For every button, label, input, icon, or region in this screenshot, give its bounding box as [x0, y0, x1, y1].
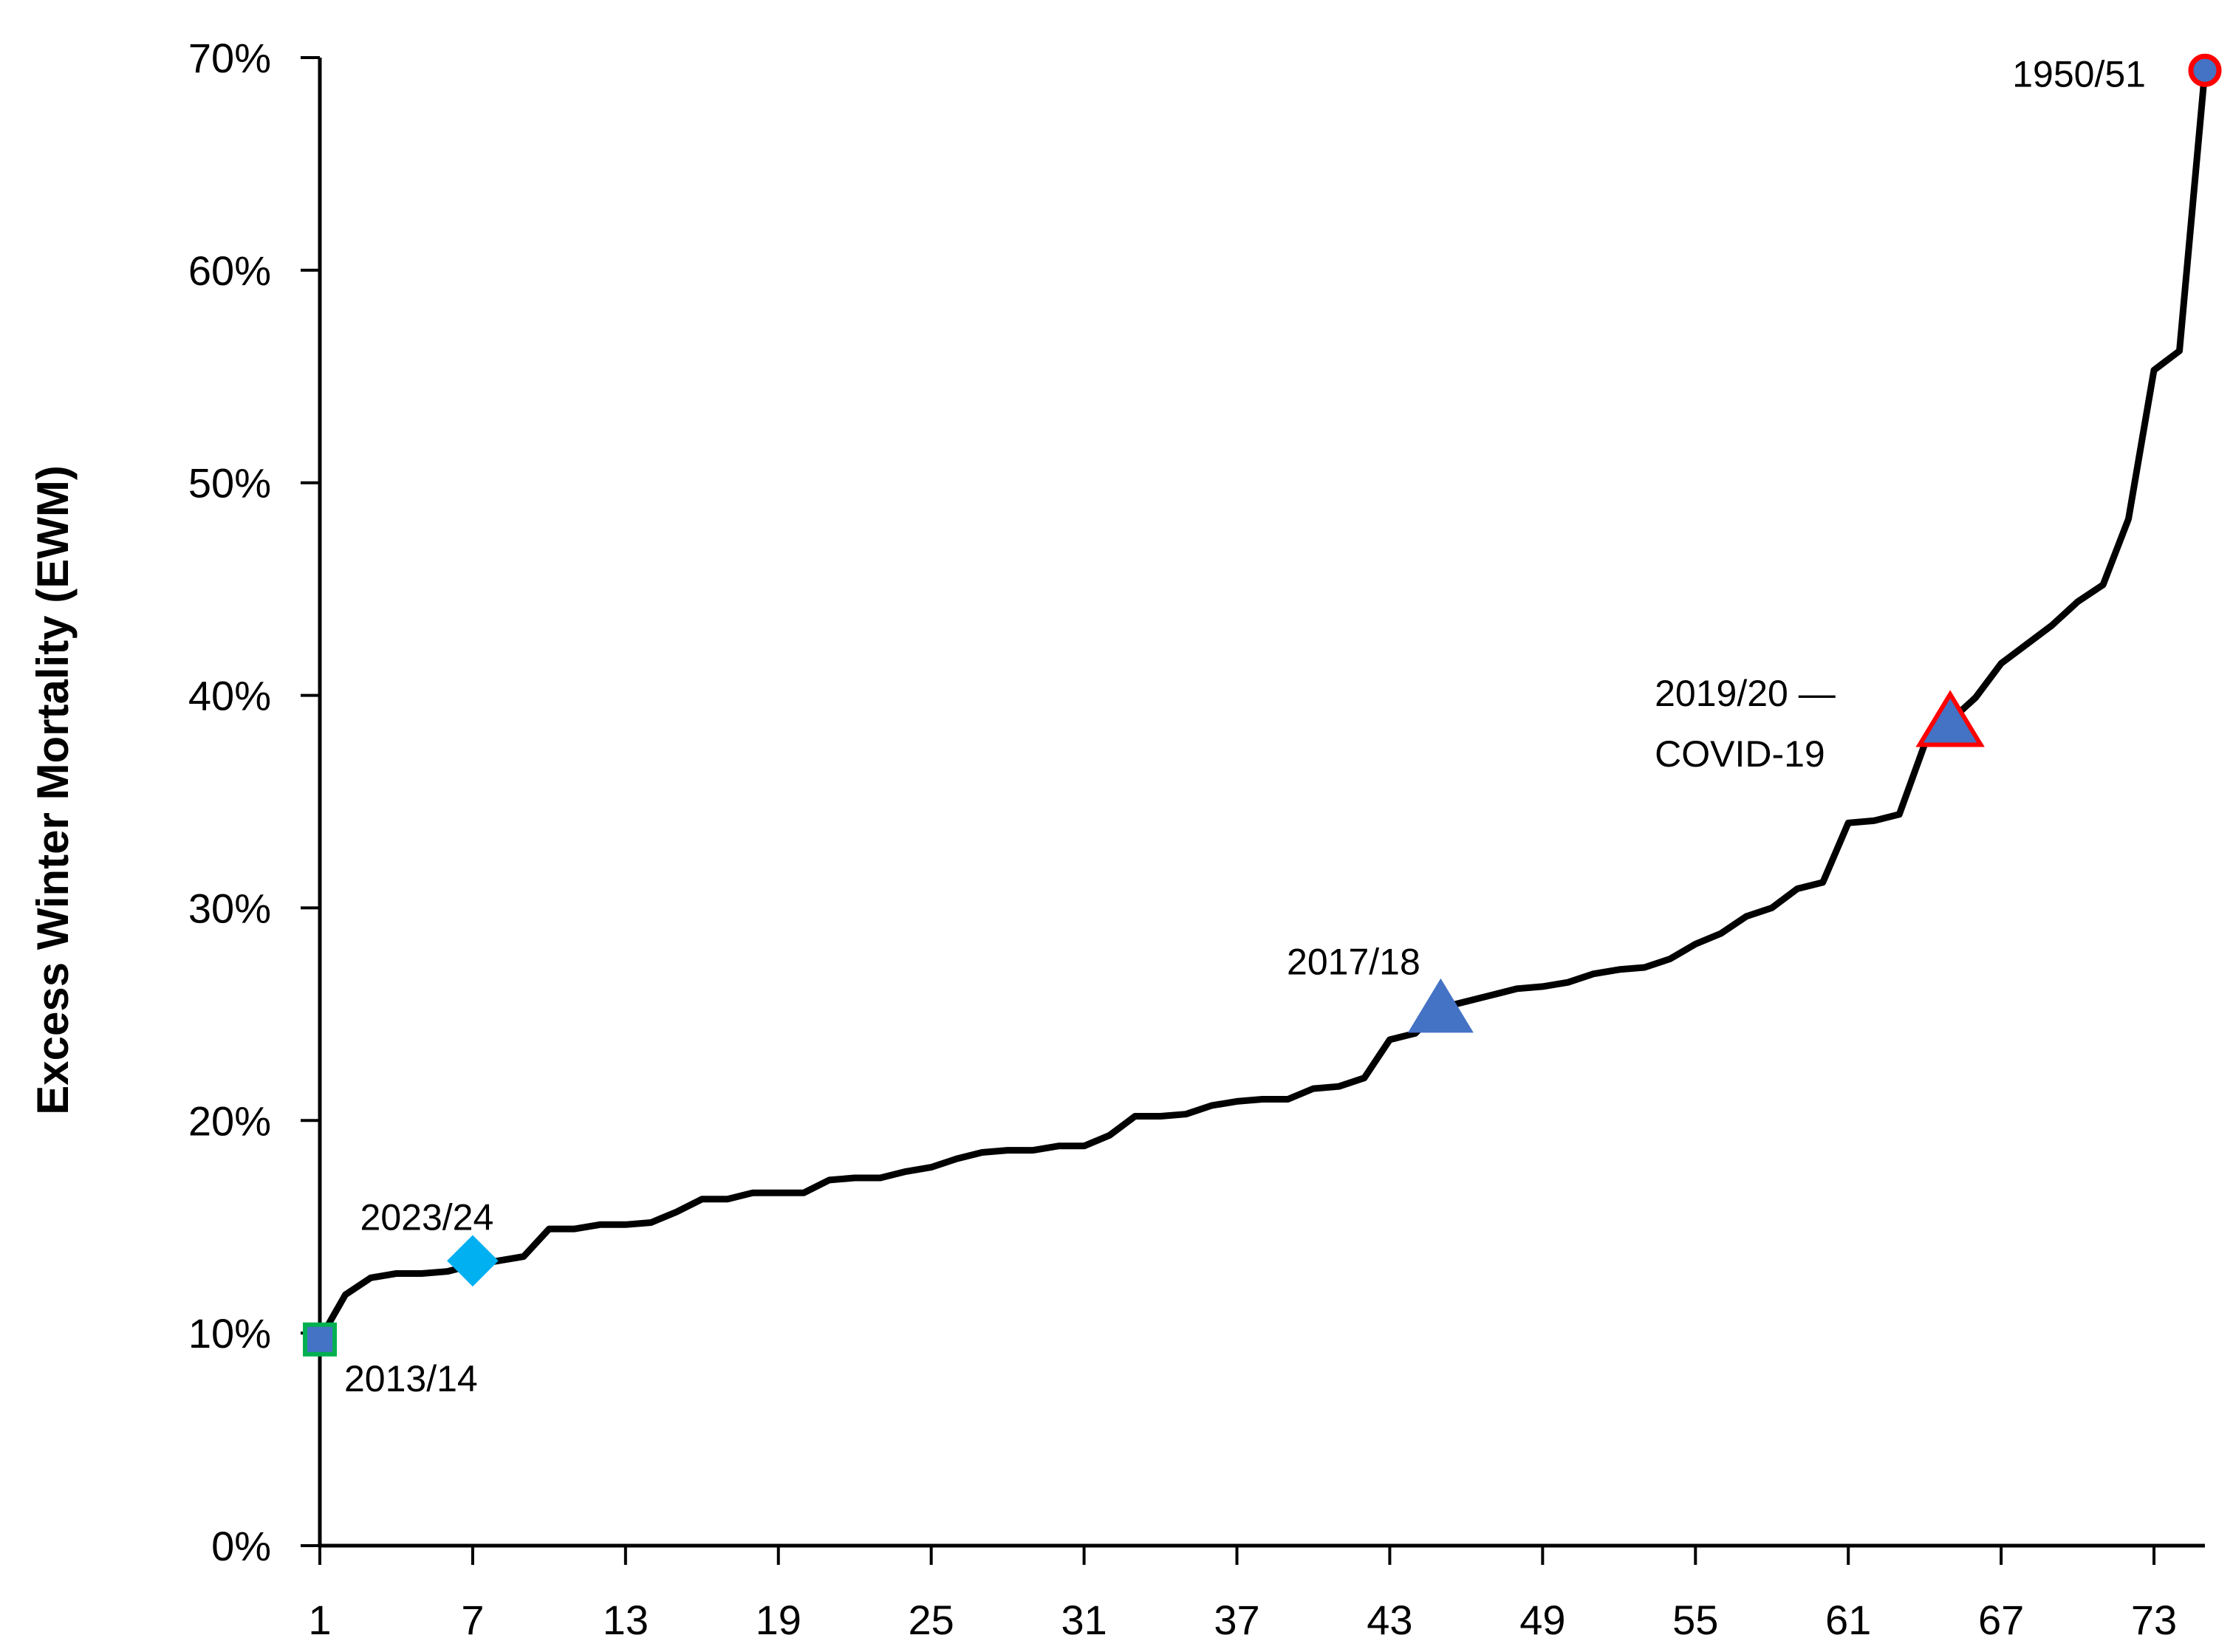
y-tick-label: 20% [188, 1097, 271, 1144]
x-tick-label: 61 [1825, 1597, 1871, 1643]
x-tick-label: 25 [909, 1597, 954, 1643]
y-tick-label: 30% [188, 885, 271, 931]
y-tick-label: 70% [188, 35, 271, 81]
marker-triangle [1915, 690, 1985, 747]
x-tick-label: 37 [1214, 1597, 1259, 1643]
ewm-series [316, 66, 2209, 1343]
y-tick-label: 0% [211, 1523, 271, 1569]
y-tick-label: 10% [188, 1310, 271, 1357]
marker-diamond [447, 1235, 499, 1287]
x-tick-label: 55 [1672, 1597, 1718, 1643]
x-tick-label: 43 [1367, 1597, 1412, 1643]
annotation-label-line2: COVID-19 [1655, 733, 1825, 775]
marker-triangle [1407, 978, 1474, 1033]
x-tick-label: 1 [308, 1597, 331, 1643]
x-tick-label: 31 [1061, 1597, 1107, 1643]
x-axis: 1 7 13 19 25 31 37 43 49 55 61 67 73 [308, 1543, 2205, 1643]
y-tick-label: 60% [188, 247, 271, 294]
ewm-line [316, 66, 2209, 1343]
y-tick-label: 50% [188, 460, 271, 507]
highlight-markers: 1950/51 2019/20 — COVID-19 2017/18 2023/24 20… [303, 53, 2222, 1399]
x-tick-label: 19 [756, 1597, 801, 1643]
x-tick-label: 49 [1519, 1597, 1565, 1643]
x-tick-label: 67 [1978, 1597, 2024, 1643]
annotation-label: 2023/24 [360, 1196, 494, 1238]
y-tick-label: 40% [188, 673, 271, 719]
annotation-label: 2017/18 [1287, 942, 1420, 983]
annotation-label: 1950/51 [2012, 53, 2146, 95]
x-tick-label: 7 [461, 1597, 484, 1643]
x-tick-label: 73 [2131, 1597, 2177, 1643]
y-axis: 0% 10% 20% 30% 40% 50% 60% 70% [188, 35, 322, 1569]
y-axis-title: Excess Winter Mortality (EWM) [28, 465, 78, 1115]
marker-square [303, 1322, 337, 1357]
annotation-label: 2019/20 — [1655, 673, 1836, 714]
marker-circle [2188, 53, 2222, 87]
x-tick-label: 13 [603, 1597, 649, 1643]
annotation-label: 2013/14 [344, 1358, 478, 1399]
